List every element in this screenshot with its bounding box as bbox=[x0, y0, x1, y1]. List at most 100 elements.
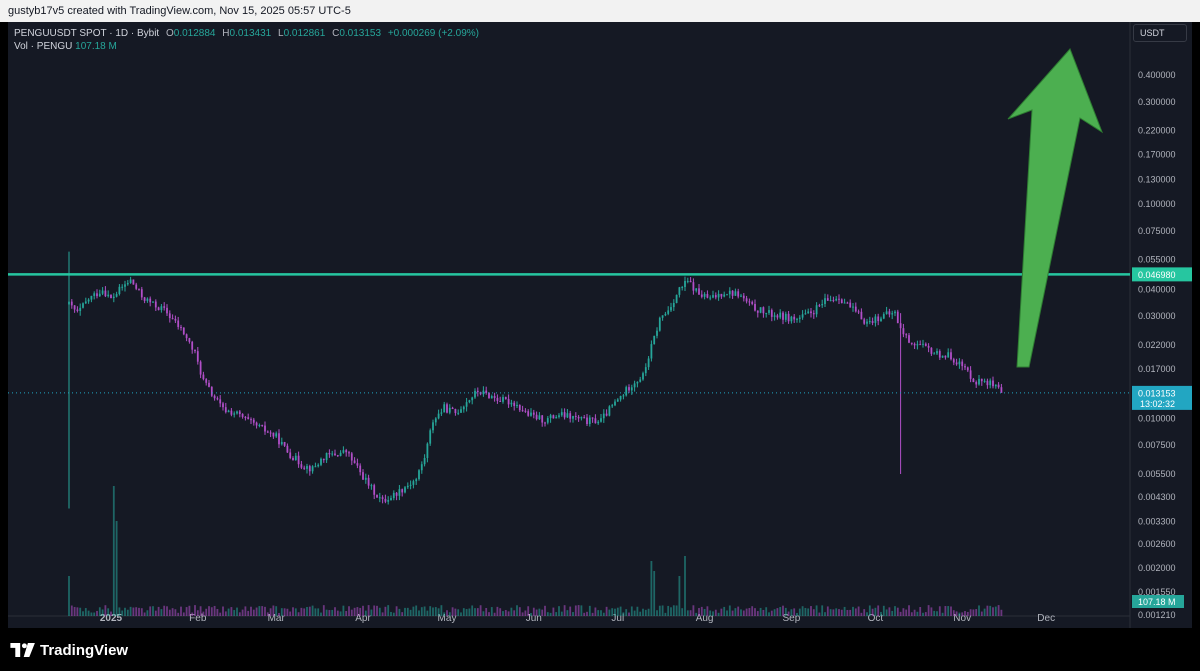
volume-bar bbox=[846, 609, 849, 616]
candle-body bbox=[812, 313, 815, 315]
candle-body bbox=[443, 404, 446, 413]
volume-bar bbox=[143, 612, 146, 616]
volume-bar bbox=[798, 608, 801, 616]
x-tick-label: 2025 bbox=[100, 613, 123, 624]
volume-bar bbox=[910, 612, 913, 616]
candle-body bbox=[759, 307, 762, 313]
candle-body bbox=[317, 464, 320, 467]
candle-body bbox=[924, 343, 927, 346]
currency-button[interactable]: USDT bbox=[1133, 24, 1187, 42]
candle-body bbox=[370, 485, 373, 487]
volume-bar bbox=[73, 606, 76, 616]
volume-bar bbox=[986, 605, 989, 616]
volume-bar bbox=[899, 611, 902, 616]
volume-bar bbox=[969, 609, 972, 616]
volume-bar bbox=[496, 606, 499, 616]
volume-bar bbox=[376, 605, 378, 616]
volume-bar bbox=[373, 605, 376, 616]
candle-body bbox=[457, 412, 460, 414]
legend-volume-label[interactable]: Vol · PENGU bbox=[14, 41, 73, 52]
volume-bar bbox=[840, 609, 843, 616]
volume-bar bbox=[289, 611, 292, 616]
volume-bar bbox=[628, 612, 630, 616]
candle-body bbox=[213, 395, 216, 399]
volume-bar bbox=[460, 612, 462, 616]
candle-body bbox=[401, 489, 404, 493]
volume-bar bbox=[675, 605, 678, 616]
candle-body bbox=[196, 351, 199, 362]
volume-bar bbox=[661, 605, 664, 616]
volume-bar bbox=[670, 607, 672, 616]
projection-arrow bbox=[1007, 48, 1104, 368]
volume-bar bbox=[322, 605, 325, 616]
volume-bar bbox=[818, 612, 821, 616]
volume-bar bbox=[857, 606, 860, 616]
volume-bar bbox=[622, 612, 625, 616]
y-tick-label: 0.220000 bbox=[1138, 126, 1176, 136]
volume-bar bbox=[961, 612, 964, 616]
candle-body bbox=[891, 313, 894, 315]
volume-bar bbox=[989, 605, 992, 616]
volume-bar bbox=[513, 610, 516, 616]
candle-body bbox=[720, 293, 723, 297]
volume-bar bbox=[90, 612, 93, 616]
volume-bar bbox=[944, 606, 947, 616]
volume-bar bbox=[647, 608, 650, 616]
candle-body bbox=[334, 453, 336, 456]
candle-body bbox=[549, 415, 552, 419]
candle-body bbox=[149, 298, 152, 303]
candle-body bbox=[216, 398, 219, 400]
candle-body bbox=[398, 489, 401, 496]
volume-bar bbox=[731, 610, 734, 616]
candle-body bbox=[490, 396, 493, 399]
legend-symbol[interactable]: PENGUUSDT SPOT · 1D · Bybit bbox=[14, 28, 160, 39]
candle-body bbox=[930, 347, 933, 354]
volume-bar bbox=[230, 607, 233, 616]
candle-body bbox=[966, 367, 969, 371]
volume-bar bbox=[877, 605, 880, 616]
candle-body bbox=[633, 383, 636, 388]
chart-area[interactable]: 0.400000 0.300000 0.220000 0.170000 0.130000… bbox=[8, 22, 1192, 628]
candlestick-chart[interactable]: 0.400000 0.300000 0.220000 0.170000 0.130000… bbox=[8, 22, 1192, 628]
candle-body bbox=[362, 472, 364, 480]
candle-body bbox=[647, 358, 650, 368]
volume-bar bbox=[602, 612, 605, 616]
candle-body bbox=[115, 294, 118, 297]
candle-body bbox=[440, 412, 443, 414]
candle-body bbox=[572, 415, 574, 419]
volume-bar bbox=[924, 612, 927, 616]
candle-body bbox=[496, 397, 499, 401]
volume-bar bbox=[608, 609, 611, 616]
volume-bar bbox=[919, 607, 922, 616]
volume-bar bbox=[854, 608, 857, 616]
volume-bar bbox=[104, 605, 107, 616]
volume-bar bbox=[552, 607, 555, 616]
volume-bar bbox=[734, 608, 737, 616]
volume-bar bbox=[936, 611, 938, 616]
candle-body bbox=[563, 412, 566, 418]
candle-body bbox=[98, 293, 101, 297]
volume-bar bbox=[709, 610, 712, 616]
candle-body bbox=[980, 378, 983, 382]
tradingview-logo[interactable]: TradingView bbox=[10, 640, 128, 660]
volume-bar bbox=[507, 611, 510, 616]
volume-bar bbox=[68, 576, 70, 616]
candle-body bbox=[392, 492, 395, 499]
volume-bar bbox=[280, 608, 283, 616]
candle-body bbox=[731, 290, 734, 296]
y-tick-label: 0.003300 bbox=[1138, 517, 1176, 527]
candle-body bbox=[997, 384, 1000, 388]
volume-bar bbox=[594, 607, 597, 616]
candle-body bbox=[566, 413, 569, 418]
volume-bar bbox=[712, 611, 714, 616]
candle-body bbox=[311, 466, 314, 472]
y-tick-label: 0.004300 bbox=[1138, 492, 1176, 502]
volume-bar bbox=[149, 606, 152, 616]
volume-bar bbox=[728, 605, 731, 616]
candle-body bbox=[516, 405, 518, 407]
candle-body bbox=[751, 301, 754, 304]
candle-body bbox=[283, 442, 286, 446]
candle-body bbox=[628, 387, 630, 391]
volume-bar bbox=[381, 612, 384, 616]
creator-bar: gustyb17v5 created with TradingView.com,… bbox=[0, 0, 1200, 22]
